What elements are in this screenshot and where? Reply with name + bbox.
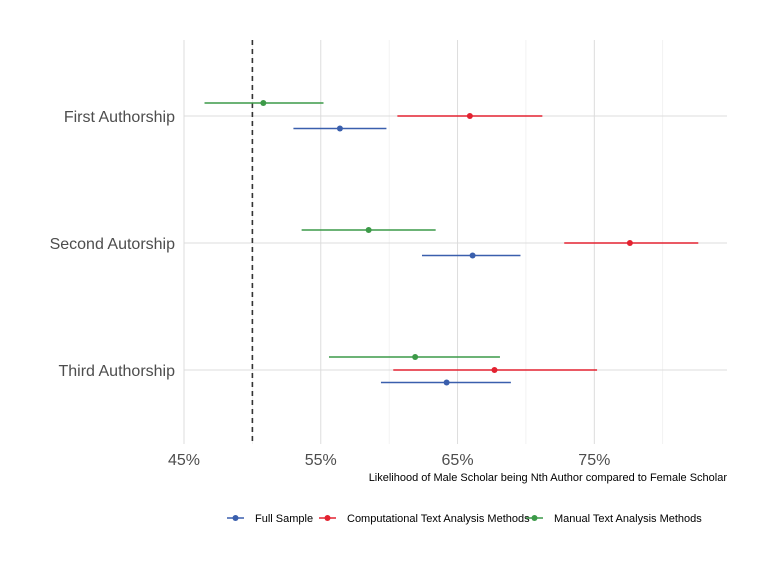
- estimate-point: [491, 367, 498, 373]
- legend-label: Manual Text Analysis Methods: [554, 513, 702, 525]
- x-tick-label: 65%: [442, 452, 474, 469]
- legend-key-point: [531, 515, 538, 521]
- x-tick-label: 45%: [168, 452, 200, 469]
- legend-label: Computational Text Analysis Methods: [347, 513, 530, 525]
- legend-key-point: [324, 515, 331, 521]
- estimate-point: [626, 240, 633, 246]
- category-labels: First Authorship Second Autorship Third Au…: [50, 109, 176, 380]
- x-axis-label: Likelihood of Male Scholar being Nth Aut…: [369, 472, 728, 484]
- estimate-point: [365, 227, 372, 233]
- category-label: Third Authorship: [58, 363, 175, 380]
- chart-marks: [204, 100, 699, 386]
- estimate-point: [443, 379, 450, 386]
- category-label: Second Autorship: [50, 236, 176, 253]
- x-tick-labels: 45% 55% 65% 75%: [168, 452, 610, 469]
- legend-label: Full Sample: [255, 513, 313, 525]
- x-tick-label: 55%: [305, 452, 337, 469]
- x-tick-label: 75%: [578, 452, 610, 469]
- category-label: First Authorship: [64, 109, 175, 126]
- legend-key-point: [232, 515, 239, 521]
- estimate-point: [469, 252, 476, 259]
- estimate-point: [260, 100, 267, 106]
- legend: Full Sample Computational Text Analysis M…: [227, 513, 702, 525]
- estimate-point: [466, 113, 473, 119]
- estimate-point: [412, 354, 419, 360]
- grid-lines: [183, 40, 727, 444]
- estimate-point: [336, 125, 343, 132]
